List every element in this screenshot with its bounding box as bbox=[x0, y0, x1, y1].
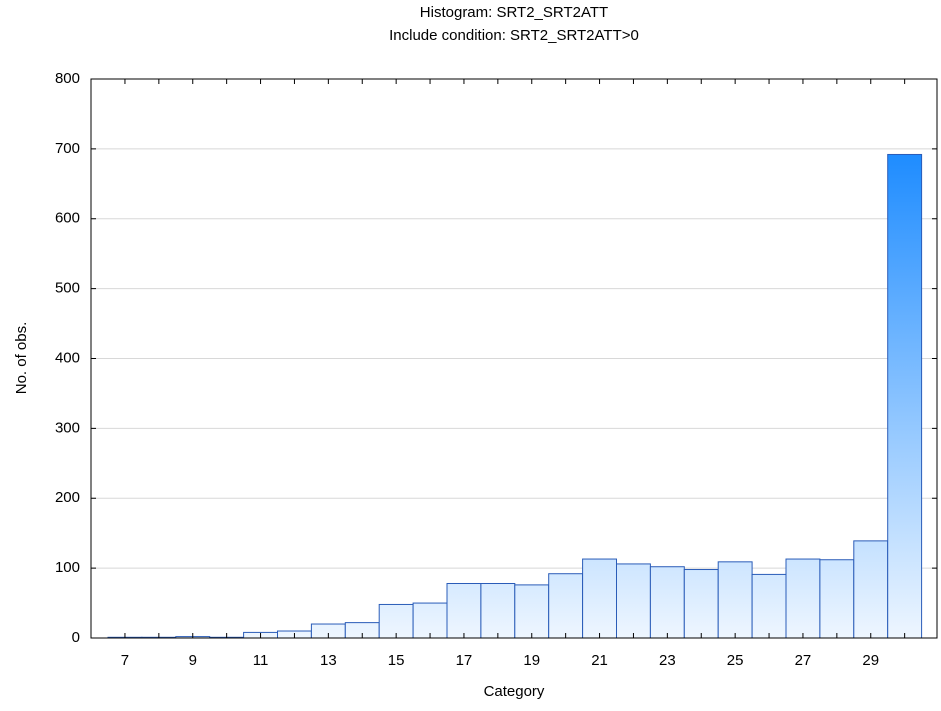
bar bbox=[548, 573, 584, 639]
y-tick-label: 100 bbox=[55, 559, 80, 576]
y-tick-label: 300 bbox=[55, 419, 80, 436]
x-tick-label: 19 bbox=[523, 652, 540, 669]
x-tick-label: 25 bbox=[727, 652, 744, 669]
y-tick-label: 0 bbox=[72, 629, 80, 646]
x-axis-label: Category bbox=[484, 683, 545, 700]
x-tick-label: 23 bbox=[659, 652, 676, 669]
bar bbox=[582, 558, 617, 639]
bar bbox=[751, 573, 787, 639]
chart-subtitle: Include condition: SRT2_SRT2ATT>0 bbox=[389, 27, 639, 44]
bar bbox=[480, 582, 516, 639]
chart-title: Histogram: SRT2_SRT2ATT bbox=[420, 4, 608, 21]
bar bbox=[514, 584, 550, 639]
bar bbox=[446, 582, 482, 639]
bar bbox=[683, 569, 719, 639]
x-tick-label: 7 bbox=[121, 652, 129, 669]
bar bbox=[649, 566, 685, 639]
y-tick-label: 500 bbox=[55, 280, 80, 297]
x-tick-label: 11 bbox=[253, 652, 269, 669]
x-tick-label: 29 bbox=[862, 652, 879, 669]
x-tick-label: 13 bbox=[320, 652, 337, 669]
bar bbox=[785, 558, 821, 639]
y-tick-label: 600 bbox=[55, 210, 80, 227]
x-tick-label: 27 bbox=[795, 652, 812, 669]
bar bbox=[412, 602, 448, 639]
x-tick-label: 15 bbox=[388, 652, 405, 669]
x-tick-label: 9 bbox=[189, 652, 197, 669]
x-tick-label: 21 bbox=[591, 652, 608, 669]
bar bbox=[853, 540, 889, 639]
bar bbox=[887, 153, 923, 639]
y-tick-label: 700 bbox=[55, 140, 80, 157]
y-axis-label: No. of obs. bbox=[13, 322, 30, 395]
y-tick-label: 200 bbox=[55, 489, 80, 506]
bar bbox=[717, 561, 753, 639]
x-tick-label: 17 bbox=[456, 652, 473, 669]
bar bbox=[819, 559, 855, 639]
bar bbox=[616, 563, 651, 639]
y-tick-label: 400 bbox=[55, 349, 80, 366]
y-tick-label: 800 bbox=[55, 70, 80, 87]
plot-area: 0 100 200 300 400 500 600 700 800 7 9 11 13 15 17 19 21 2… bbox=[55, 70, 937, 669]
bar bbox=[378, 603, 414, 639]
plot-frame bbox=[90, 78, 938, 639]
